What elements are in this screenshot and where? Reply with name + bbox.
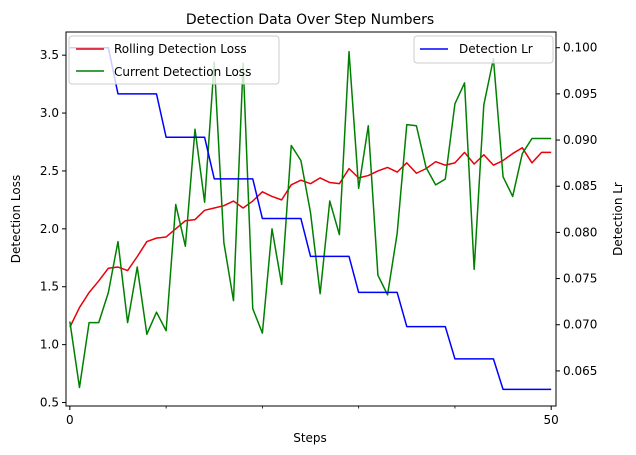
y-right-tick-label: 0.090: [563, 133, 597, 147]
legend-label-rolling-detection-loss: Rolling Detection Loss: [114, 42, 247, 56]
y-right-tick-label: 0.070: [563, 318, 597, 332]
series-line-rolling-detection-loss: [69, 147, 552, 328]
legend-right: Detection Lr: [413, 35, 554, 64]
y-axis-right-title: Detection Lr: [611, 182, 625, 256]
legend-right-box: [413, 35, 554, 64]
legend-label-detection-lr: Detection Lr: [459, 42, 533, 56]
series-line-current-detection-loss: [69, 50, 552, 389]
x-tick-label: 50: [544, 413, 559, 427]
y-left-tick-label: 3.0: [40, 106, 59, 120]
y-right-tick-label: 0.075: [563, 272, 597, 286]
x-tick-label: 0: [66, 413, 74, 427]
y-axis-left-title: Detection Loss: [9, 175, 23, 263]
y-right-tick-label: 0.080: [563, 225, 597, 239]
y-right-tick-label: 0.065: [563, 364, 597, 378]
y-left-tick-label: 0.5: [40, 396, 59, 410]
y-right-tick-label: 0.100: [563, 41, 597, 55]
y-left-tick-label: 1.0: [40, 338, 59, 352]
y-right-tick-label: 0.085: [563, 179, 597, 193]
y-right-tick-label: 0.095: [563, 87, 597, 101]
y-left-tick-label: 2.0: [40, 222, 59, 236]
legend-left-box: [68, 35, 280, 85]
series-layer: [69, 46, 552, 391]
plot-frame: [65, 31, 557, 407]
x-axis-title: Steps: [293, 431, 327, 445]
legend-label-current-detection-loss: Current Detection Loss: [114, 65, 251, 79]
series-line-detection-lr: [69, 46, 552, 391]
y-left-tick-label: 3.5: [40, 48, 59, 62]
y-axis-right: 0.065 0.070 0.075 0.080 0.085 0.090 0.095 0.100: [556, 41, 597, 378]
legend-left: Rolling Detection Loss Current Detection…: [68, 35, 280, 85]
y-axis-left: 0.5 1.0 1.5 2.0 2.5 3.0 3.5: [40, 48, 66, 410]
x-axis: 0 50: [66, 406, 559, 427]
y-left-tick-label: 2.5: [40, 164, 59, 178]
chart-title: Detection Data Over Step Numbers: [186, 12, 434, 28]
y-left-tick-label: 1.5: [40, 280, 59, 294]
